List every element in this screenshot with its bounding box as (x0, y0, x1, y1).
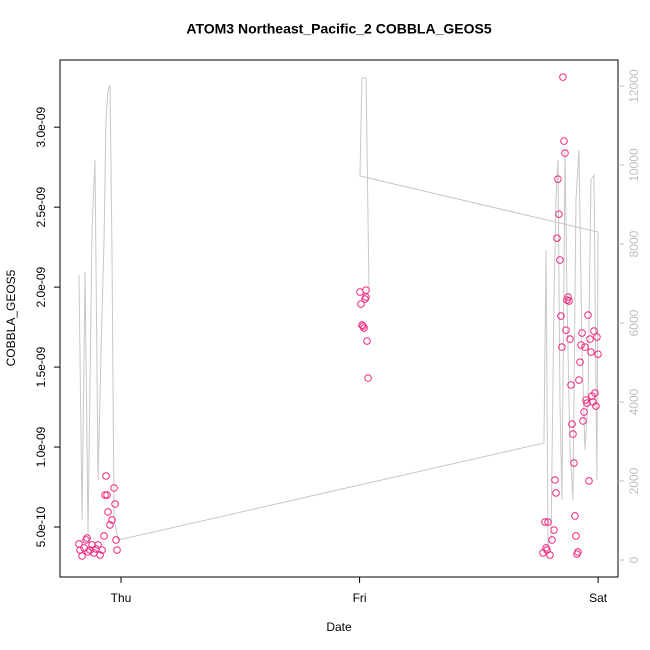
point (568, 420, 576, 428)
point (554, 175, 562, 183)
point (566, 335, 574, 343)
point (578, 329, 586, 337)
point (541, 518, 549, 526)
point (92, 545, 100, 553)
point (362, 286, 370, 294)
y-tick-label: 2.5e-09 (34, 186, 48, 227)
point (587, 348, 595, 356)
point (583, 399, 591, 407)
point (579, 417, 587, 425)
x-tick-label: Fri (353, 591, 367, 605)
point (593, 333, 601, 341)
point (550, 526, 558, 534)
point (584, 311, 592, 319)
point (556, 256, 564, 264)
y2-tick-label: 2000 (627, 467, 641, 494)
altitude-line (78, 77, 599, 547)
x-axis-label: Date (326, 620, 352, 634)
point (78, 552, 86, 560)
plot-frame (59, 59, 619, 578)
point (565, 297, 573, 305)
point (564, 293, 572, 301)
point (104, 508, 112, 516)
point (552, 489, 560, 497)
y2-tick-label: 12000 (627, 69, 641, 103)
point (113, 546, 121, 554)
point (572, 532, 580, 540)
y-tick-label: 5.0e-10 (34, 506, 48, 547)
point (562, 326, 570, 334)
point (551, 476, 559, 484)
point (102, 472, 110, 480)
y-tick-label: 1.5e-09 (34, 346, 48, 387)
point (363, 337, 371, 345)
point (569, 430, 577, 438)
point (94, 541, 102, 549)
point (101, 491, 109, 499)
point (581, 343, 589, 351)
point (591, 389, 599, 397)
y2-tick-label: 0 (627, 556, 641, 563)
point (567, 381, 575, 389)
point (570, 459, 578, 467)
point (111, 500, 119, 508)
point (580, 408, 588, 416)
chart-title: ATOM3 Northeast_Pacific_2 COBBLA_GEOS5 (186, 21, 491, 37)
point (571, 512, 579, 520)
point (546, 551, 554, 559)
point (100, 532, 108, 540)
point (586, 335, 594, 343)
y-tick-label: 1.0e-09 (34, 426, 48, 467)
point (592, 402, 600, 410)
point (112, 536, 120, 544)
y-tick-label: 2.0e-09 (34, 266, 48, 307)
y2-tick-label: 6000 (627, 309, 641, 336)
y-axis-label: COBBLA_GEOS5 (4, 269, 18, 366)
point (555, 210, 563, 218)
y2-tick-label: 8000 (627, 230, 641, 257)
point (88, 541, 96, 549)
point (364, 374, 372, 382)
y2-tick-label: 10000 (627, 148, 641, 182)
point (360, 324, 368, 332)
point (83, 534, 91, 542)
x-tick-label: Sat (589, 591, 608, 605)
y2-tick-label: 4000 (627, 388, 641, 415)
x-tick-label: Thu (111, 591, 132, 605)
point (553, 234, 561, 242)
point (561, 149, 569, 157)
point (110, 484, 118, 492)
point (106, 521, 114, 529)
point (108, 516, 116, 524)
point (98, 546, 106, 554)
point (357, 300, 365, 308)
point (103, 491, 111, 499)
point (557, 312, 565, 320)
point (84, 548, 92, 556)
point (585, 477, 593, 485)
point (558, 343, 566, 351)
point (575, 376, 583, 384)
point (96, 551, 104, 559)
point (577, 341, 585, 349)
point (560, 137, 568, 145)
y-tick-label: 3.0e-09 (34, 107, 48, 148)
point (548, 536, 556, 544)
point (582, 396, 590, 404)
point (544, 518, 552, 526)
point (594, 350, 602, 358)
point (362, 293, 370, 301)
point (590, 327, 598, 335)
point (576, 358, 584, 366)
point (574, 548, 582, 556)
point (559, 73, 567, 81)
